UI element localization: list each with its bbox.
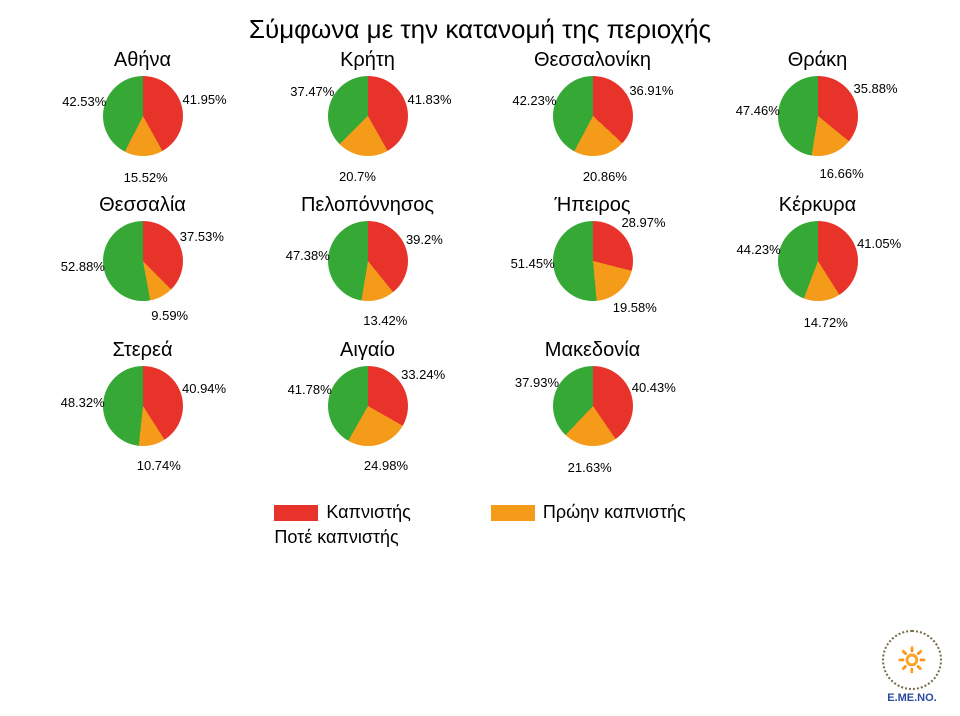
legend-label-never: Ποτέ καπνιστής — [274, 527, 398, 548]
pie-circle — [778, 221, 858, 301]
chart-row-0: Αθήνα41.95%15.52%42.53%Κρήτη41.83%20.7%3… — [30, 47, 930, 192]
pct-red: 40.94% — [182, 381, 226, 396]
legend-label-former: Πρώην καπνιστής — [543, 502, 686, 523]
pie-label: Θεσσαλία — [99, 194, 186, 217]
logo-icon: 🔆 — [882, 630, 942, 690]
pct-green: 37.93% — [515, 375, 559, 390]
pie: 41.05%14.72%44.23% — [778, 221, 858, 301]
legend-item-smoker: Καπνιστής — [274, 502, 411, 523]
pct-red: 41.05% — [857, 236, 901, 251]
pct-red: 28.97% — [621, 215, 665, 230]
page-title: Σύμφωνα με την κατανομή της περιοχής — [30, 14, 930, 45]
pct-orange: 24.98% — [364, 458, 408, 473]
pie-chart-Θεσσαλονίκη: Θεσσαλονίκη36.91%20.86%42.23% — [480, 47, 705, 192]
swatch-former — [491, 505, 535, 521]
pie-chart-Μακεδονία: Μακεδονία40.43%21.63%37.93% — [480, 337, 705, 482]
logo-text: E.ME.NO. — [882, 692, 942, 704]
charts-area: Αθήνα41.95%15.52%42.53%Κρήτη41.83%20.7%3… — [30, 47, 930, 482]
pie-chart-Στερεά: Στερεά40.94%10.74%48.32% — [30, 337, 255, 482]
pct-red: 39.2% — [406, 232, 443, 247]
pie: 28.97%19.58%51.45% — [553, 221, 633, 301]
pie-label: Ήπειρος — [554, 194, 630, 217]
pct-green: 42.53% — [62, 94, 106, 109]
pie-circle — [103, 76, 183, 156]
pie-circle — [553, 221, 633, 301]
pie-chart-Κέρκυρα: Κέρκυρα41.05%14.72%44.23% — [705, 192, 930, 337]
pct-red: 35.88% — [853, 81, 897, 96]
logo: 🔆 E.ME.NO. — [882, 630, 942, 704]
pct-green: 47.38% — [286, 248, 330, 263]
pie: 40.43%21.63%37.93% — [553, 366, 633, 446]
pie-label: Στερεά — [112, 339, 172, 362]
chart-row-1: Θεσσαλία37.53%9.59%52.88%Πελοπόννησος39.… — [30, 192, 930, 337]
pie-circle — [553, 76, 633, 156]
pct-orange: 13.42% — [363, 313, 407, 328]
pie-circle — [328, 366, 408, 446]
pie-label: Αθήνα — [114, 49, 171, 72]
pie-chart-Πελοπόννησος: Πελοπόννησος39.2%13.42%47.38% — [255, 192, 480, 337]
pie-label: Αιγαίο — [340, 339, 395, 362]
pie: 36.91%20.86%42.23% — [553, 76, 633, 156]
pct-green: 41.78% — [288, 382, 332, 397]
pie-chart-Ήπειρος: Ήπειρος28.97%19.58%51.45% — [480, 192, 705, 337]
chart-row-2: Στερεά40.94%10.74%48.32%Αιγαίο33.24%24.9… — [30, 337, 930, 482]
pie-chart-Αιγαίο: Αιγαίο33.24%24.98%41.78% — [255, 337, 480, 482]
pct-orange: 14.72% — [804, 315, 848, 330]
pct-green: 42.23% — [512, 93, 556, 108]
pie-chart-Θεσσαλία: Θεσσαλία37.53%9.59%52.88% — [30, 192, 255, 337]
pie-circle — [328, 76, 408, 156]
legend: Καπνιστής Ποτέ καπνιστής Πρώην καπνιστής — [30, 502, 930, 548]
pct-orange: 16.66% — [820, 166, 864, 181]
pie: 40.94%10.74%48.32% — [103, 366, 183, 446]
legend-item-former: Πρώην καπνιστής — [491, 502, 686, 523]
pct-red: 33.24% — [401, 367, 445, 382]
legend-label-smoker: Καπνιστής — [326, 502, 411, 523]
pct-orange: 9.59% — [151, 308, 188, 323]
pie-label: Κέρκυρα — [779, 194, 857, 217]
pie-circle — [553, 366, 633, 446]
pie-circle — [103, 366, 183, 446]
pct-orange: 20.7% — [339, 169, 376, 184]
pct-green: 52.88% — [61, 259, 105, 274]
pie: 33.24%24.98%41.78% — [328, 366, 408, 446]
pie-label: Θεσσαλονίκη — [534, 49, 651, 72]
pct-green: 48.32% — [61, 395, 105, 410]
pct-green: 51.45% — [511, 256, 555, 271]
empty-col — [705, 337, 930, 482]
pct-red: 40.43% — [632, 380, 676, 395]
pie: 41.83%20.7%37.47% — [328, 76, 408, 156]
pie-circle — [103, 221, 183, 301]
pct-green: 44.23% — [737, 242, 781, 257]
pie-label: Θράκη — [788, 49, 848, 72]
pct-orange: 21.63% — [568, 460, 612, 475]
pct-orange: 20.86% — [583, 169, 627, 184]
pie-label: Μακεδονία — [545, 339, 640, 362]
pie: 39.2%13.42%47.38% — [328, 221, 408, 301]
swatch-smoker — [274, 505, 318, 521]
pct-red: 37.53% — [180, 229, 224, 244]
pct-orange: 19.58% — [613, 300, 657, 315]
pct-red: 36.91% — [629, 83, 673, 98]
legend-item-never: Ποτέ καπνιστής — [274, 527, 411, 548]
pie-circle — [328, 221, 408, 301]
pie-chart-Αθήνα: Αθήνα41.95%15.52%42.53% — [30, 47, 255, 192]
pie: 37.53%9.59%52.88% — [103, 221, 183, 301]
pct-orange: 10.74% — [137, 458, 181, 473]
pct-green: 47.46% — [736, 103, 780, 118]
pct-red: 41.83% — [407, 92, 451, 107]
pie-circle — [778, 76, 858, 156]
pie-chart-Θράκη: Θράκη35.88%16.66%47.46% — [705, 47, 930, 192]
pct-orange: 15.52% — [124, 170, 168, 185]
pie-chart-Κρήτη: Κρήτη41.83%20.7%37.47% — [255, 47, 480, 192]
pie: 35.88%16.66%47.46% — [778, 76, 858, 156]
pie-label: Πελοπόννησος — [301, 194, 434, 217]
pct-green: 37.47% — [290, 84, 334, 99]
pie: 41.95%15.52%42.53% — [103, 76, 183, 156]
pie-label: Κρήτη — [340, 49, 395, 72]
pct-red: 41.95% — [183, 92, 227, 107]
